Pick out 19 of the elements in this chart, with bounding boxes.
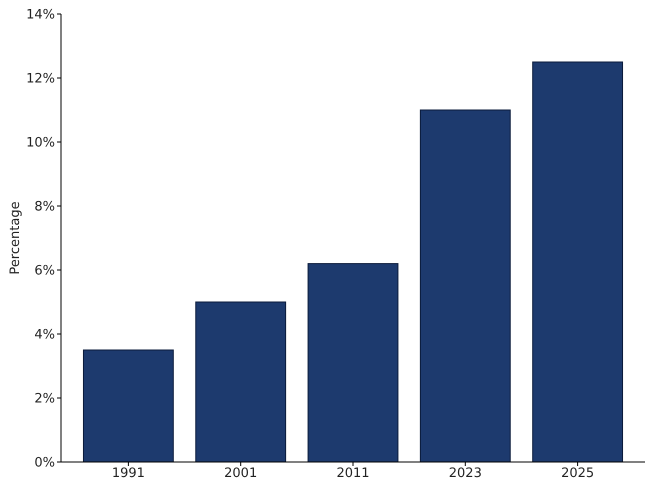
y-tick-label: 4%	[34, 328, 55, 343]
y-tick-label: 0%	[34, 456, 55, 471]
y-tick-label: 8%	[34, 200, 55, 215]
y-tick-label: 14%	[26, 8, 55, 23]
y-tick-label: 12%	[26, 72, 55, 87]
x-tick-label: 2025	[561, 466, 594, 481]
y-tick-label: 2%	[34, 392, 55, 407]
bar	[420, 110, 511, 462]
bar	[195, 302, 286, 462]
bar	[82, 350, 174, 462]
y-axis-title: Percentage	[8, 201, 23, 275]
y-tick-label: 6%	[34, 264, 55, 279]
x-tick-label: 2001	[224, 466, 258, 481]
x-tick-label: 2011	[336, 466, 370, 481]
bar	[532, 62, 624, 462]
bar	[308, 263, 398, 462]
y-tick-label: 10%	[26, 136, 55, 151]
x-tick-label: 1991	[112, 466, 145, 481]
x-tick-label: 2023	[448, 466, 482, 481]
